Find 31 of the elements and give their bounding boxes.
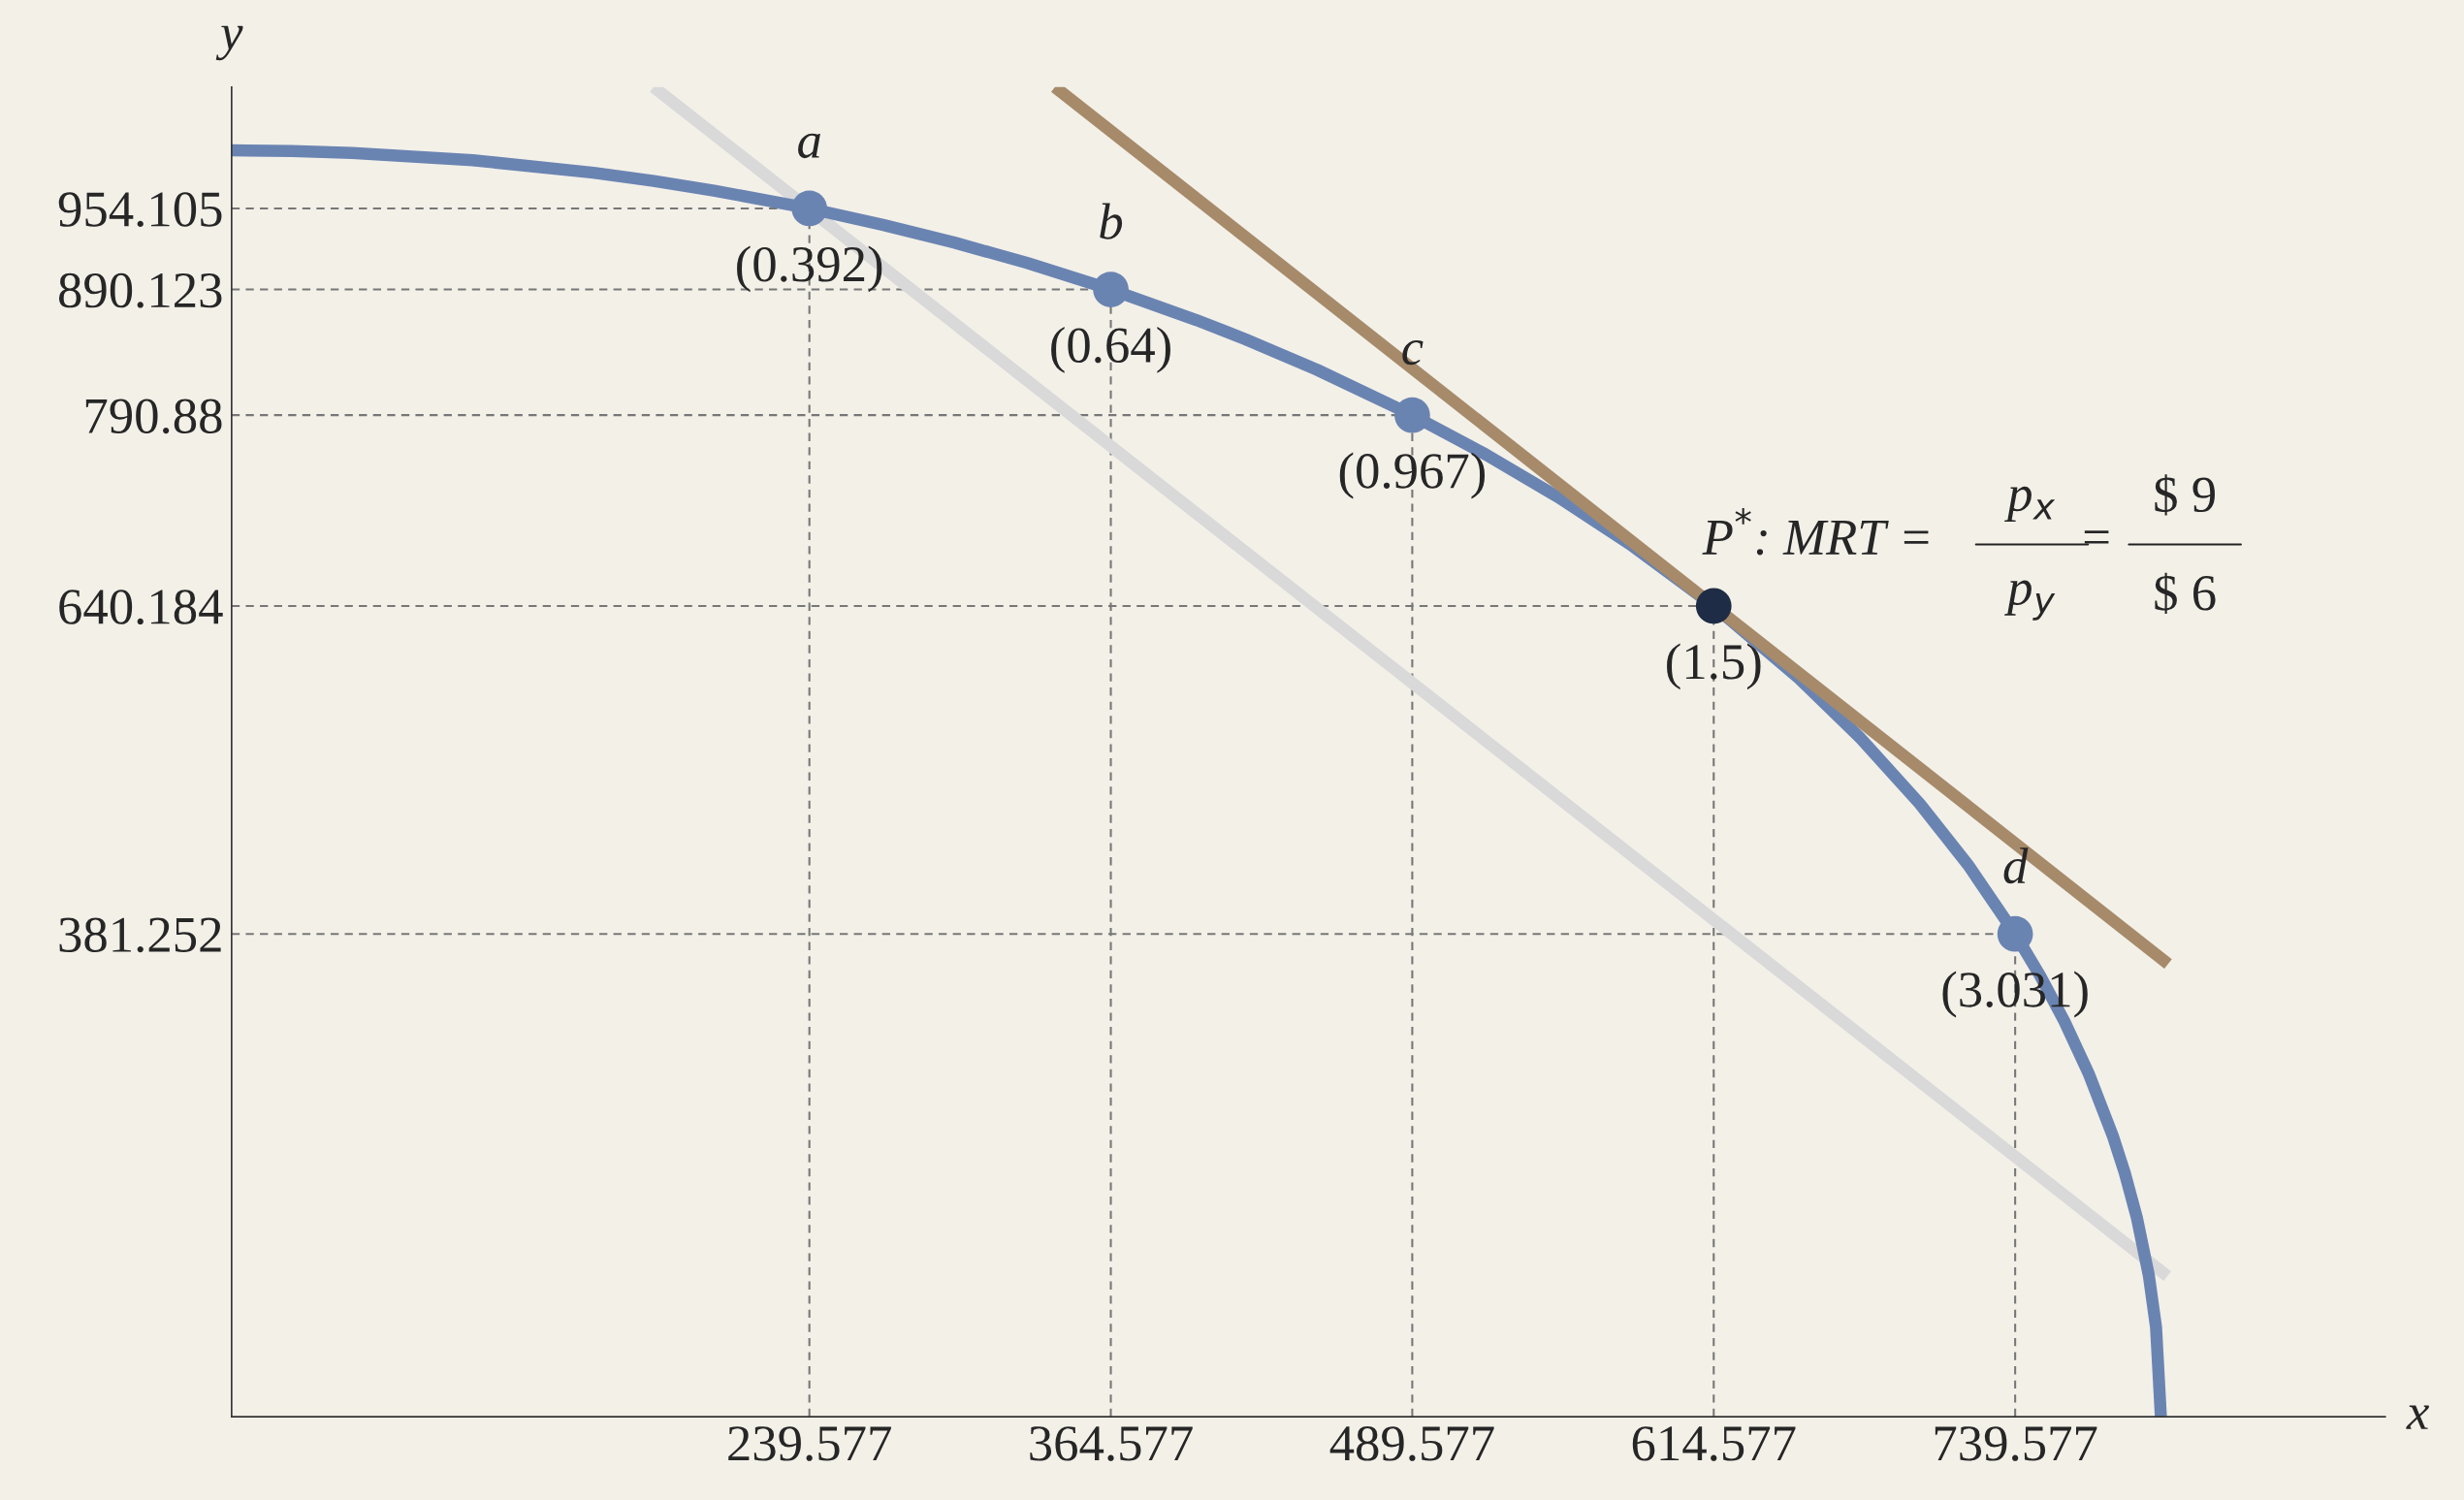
x-axis-title: x — [2406, 1405, 2429, 1429]
x-tick-label: 489.577 — [1329, 1426, 1494, 1461]
point — [1093, 271, 1129, 307]
y-tick-label: 890.123 — [59, 272, 222, 308]
point — [1997, 915, 2033, 952]
annotation: d — [2003, 847, 2029, 884]
annotation: b — [1100, 203, 1123, 239]
annotation: (1.5) — [1667, 643, 1761, 690]
y-tick-label: 381.252 — [59, 917, 221, 953]
point — [1695, 588, 1732, 624]
annotation: $ 6 — [2155, 572, 2216, 615]
x-tick-label: 739.577 — [1935, 1426, 2097, 1461]
annotation: (0.392) — [737, 245, 882, 293]
point — [791, 190, 828, 227]
y-axis-title: y — [215, 25, 243, 61]
annotation: $ 9 — [2155, 474, 2215, 516]
x-tick-label: 364.577 — [1030, 1426, 1193, 1461]
annotation: P$^{*}$: MRT = — [1702, 508, 1929, 556]
annotation: (0.64) — [1051, 326, 1170, 373]
annotation: c — [1402, 339, 1424, 366]
x-tick-label: 239.577 — [728, 1426, 891, 1461]
annotation: p$_{x}$ — [2004, 486, 2056, 522]
y-tick-label: 640.184 — [59, 590, 223, 625]
point — [1394, 397, 1430, 433]
annotation: = — [2084, 530, 2109, 544]
y-tick-label: 790.88 — [85, 399, 222, 434]
x-tick-label: 614.577 — [1632, 1426, 1796, 1461]
y-tick-label: 954.105 — [58, 192, 222, 228]
annotation: a — [798, 133, 820, 159]
annotation: (0.967) — [1339, 452, 1486, 499]
annotation: p$_{y}$ — [2004, 580, 2056, 621]
